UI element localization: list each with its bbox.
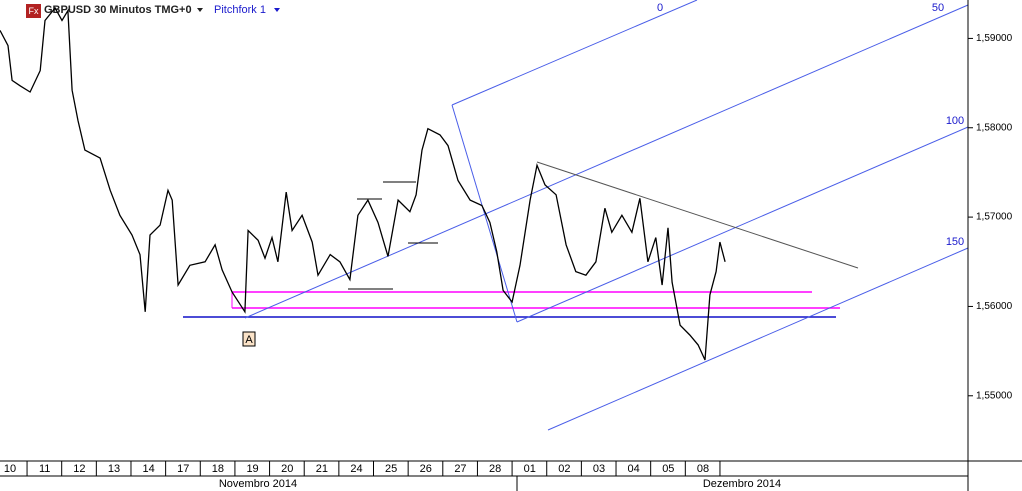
pitchfork-level: 0	[657, 2, 663, 14]
pitchfork-level: 50	[932, 2, 944, 14]
y-tick-label: 1,55000	[976, 390, 1013, 401]
y-tick-label: 1,58000	[976, 122, 1013, 133]
period-label: Dezembro 2014	[703, 478, 781, 490]
x-tick-label: 08	[697, 463, 709, 475]
y-tick-label: 1,56000	[976, 301, 1013, 312]
x-tick-label: 14	[143, 463, 155, 475]
indicator-label[interactable]: Pitchfork 1	[214, 4, 266, 16]
y-tick-label: 1,57000	[976, 212, 1013, 223]
x-tick-label: 18	[212, 463, 224, 475]
x-tick-label: 27	[454, 463, 466, 475]
x-tick-label: 01	[524, 463, 536, 475]
x-tick-label: 10	[4, 463, 16, 475]
marker-box	[242, 331, 256, 347]
icon[interactable]	[26, 4, 41, 18]
x-tick-label: 17	[177, 463, 189, 475]
trend-line	[536, 161, 859, 269]
x-tick-label: 24	[350, 463, 362, 475]
x-tick-label: 13	[108, 463, 120, 475]
x-tick-label: 12	[73, 463, 85, 475]
x-tick-label: 25	[385, 463, 397, 475]
pitchfork-handle	[451, 104, 518, 323]
x-tick-label: 11	[39, 463, 50, 475]
dropdown-arrow[interactable]	[197, 8, 203, 12]
pitchfork-line	[516, 126, 969, 323]
x-tick-label: 05	[662, 463, 674, 475]
pitchfork-level: 100	[946, 115, 964, 127]
x-tick-label: 28	[489, 463, 501, 475]
chart-title[interactable]: GBPUSD 30 Minutos TMG+0	[44, 4, 192, 16]
pitchfork-line	[547, 247, 969, 431]
y-tick-label: 1,59000	[976, 33, 1013, 44]
pitchfork-line	[244, 4, 969, 319]
x-tick-label: 04	[628, 463, 640, 475]
x-tick-label: 19	[246, 463, 258, 475]
x-tick-label: 21	[316, 463, 328, 475]
x-tick-label: 26	[420, 463, 432, 475]
x-tick-label: 20	[281, 463, 293, 475]
marker-label: A	[245, 334, 253, 346]
pitchfork-level: 150	[946, 236, 964, 248]
x-tick-label: 03	[593, 463, 605, 475]
icon-label: Fx	[29, 6, 39, 16]
period-label: Novembro 2014	[219, 478, 297, 490]
x-tick-label: 02	[558, 463, 570, 475]
price-line	[0, 6, 726, 361]
dropdown-arrow[interactable]	[274, 8, 280, 12]
overlays	[183, 0, 969, 431]
pitchfork-line	[451, 0, 698, 106]
